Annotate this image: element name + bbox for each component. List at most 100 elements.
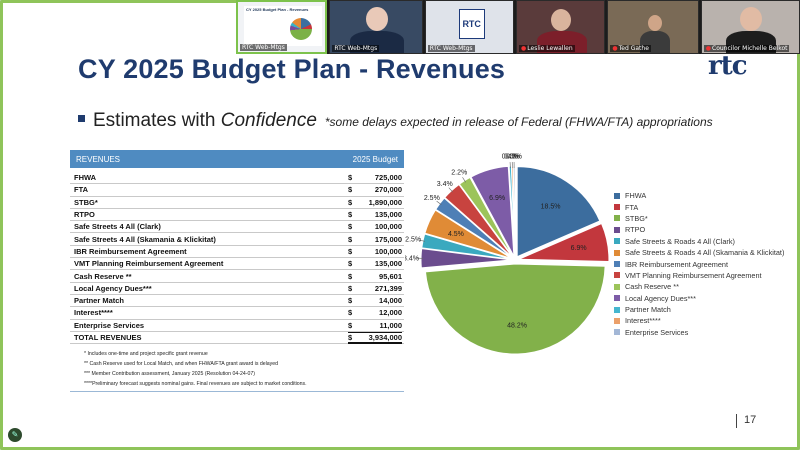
participant-name: RTC Web-Mtgs bbox=[240, 44, 287, 51]
footnote: ****Preliminary forecast suggests nomina… bbox=[84, 381, 307, 388]
pie-data-label: 4.5% bbox=[448, 231, 464, 238]
legend-item: RTPO bbox=[614, 224, 784, 235]
pie-slice bbox=[424, 209, 512, 259]
video-tile-michelle[interactable]: ●Councilor Michelle Belkot bbox=[700, 0, 800, 54]
pie-data-label: 0.4% bbox=[502, 154, 518, 161]
pie-data-label: 2.5% bbox=[424, 195, 440, 202]
legend-label: Enterprise Services bbox=[625, 327, 689, 337]
legend-item: STBG* bbox=[614, 213, 784, 224]
table-row: Enterprise Services $11,000 bbox=[70, 320, 404, 332]
muted-mic-icon: ● bbox=[521, 45, 527, 52]
total-label: TOTAL REVENUES bbox=[74, 333, 142, 342]
video-strip: CY 2025 Budget Plan - Revenues RTC Web-M… bbox=[236, 0, 800, 54]
participant-name: ●Leslie Lewallen bbox=[519, 45, 575, 52]
video-tile-leslie[interactable]: ●Leslie Lewallen bbox=[516, 0, 606, 54]
legend-swatch bbox=[614, 261, 620, 268]
video-tile-ted[interactable]: ●Ted Gathe bbox=[607, 0, 699, 54]
page-number: 17 bbox=[744, 414, 757, 426]
row-currency: $ bbox=[348, 246, 353, 256]
legend-item: Safe Streets & Roads 4 All (Clark) bbox=[614, 236, 784, 247]
legend-swatch bbox=[614, 204, 620, 211]
legend-swatch bbox=[614, 249, 620, 256]
pie-data-label: 18.5% bbox=[541, 203, 561, 210]
person-head-icon bbox=[366, 7, 389, 31]
pie-data-label: 2.2% bbox=[451, 170, 467, 177]
row-currency: $ bbox=[348, 296, 353, 306]
legend-label: Safe Streets & Roads 4 All (Clark) bbox=[625, 236, 735, 246]
row-value: 11,000 bbox=[379, 320, 402, 330]
subtitle-emphasis: Confidence bbox=[220, 110, 317, 131]
pie-slice bbox=[470, 165, 515, 257]
row-value: 95,601 bbox=[379, 271, 402, 281]
legend-item: Safe Streets & Roads 4 All (Skamania & K… bbox=[614, 247, 784, 258]
subtitle-text: Estimates with bbox=[93, 110, 221, 131]
video-tile-logo[interactable]: RTC RTC Web-Mtgs bbox=[424, 0, 515, 54]
table-row: FHWA $725,000 bbox=[70, 172, 404, 185]
row-label: FTA bbox=[74, 185, 89, 195]
mini-pie-icon bbox=[290, 18, 312, 40]
row-currency: $ bbox=[348, 234, 353, 244]
table-row: FTA $270,000 bbox=[70, 184, 404, 197]
table-row: Partner Match $14,000 bbox=[70, 295, 404, 308]
app-corner-icon[interactable]: ✎ bbox=[8, 428, 22, 442]
row-value: 270,000 bbox=[374, 185, 402, 195]
leader-line bbox=[418, 239, 425, 242]
table-row: Interest**** $12,000 bbox=[70, 307, 404, 320]
row-label: Local Agency Dues*** bbox=[74, 283, 152, 293]
bullet-icon bbox=[78, 115, 85, 122]
row-currency: $ bbox=[348, 197, 353, 207]
page-divider bbox=[736, 414, 737, 428]
pie-data-label: 48.2% bbox=[507, 322, 527, 329]
row-value: 135,000 bbox=[374, 210, 402, 220]
person-head-icon bbox=[648, 15, 663, 31]
row-label: Enterprise Services bbox=[74, 320, 145, 330]
legend-label: IBR Reimbursement Agreement bbox=[625, 259, 729, 269]
table-row: Cash Reserve ** $95,601 bbox=[70, 270, 404, 283]
video-tile-shared-screen[interactable]: CY 2025 Budget Plan - Revenues RTC Web-M… bbox=[236, 0, 328, 54]
pie-data-label: 6.9% bbox=[571, 245, 587, 252]
row-value: 135,000 bbox=[374, 259, 402, 269]
row-label: STBG* bbox=[74, 197, 98, 207]
video-tile-speaker[interactable]: RTC Web-Mtgs bbox=[329, 0, 423, 54]
legend-item: FTA bbox=[614, 201, 784, 212]
legend-label: Safe Streets & Roads 4 All (Skamania & K… bbox=[625, 248, 785, 258]
legend-label: Interest**** bbox=[625, 316, 661, 326]
legend-item: VMT Planning Reimbursement Agreement bbox=[614, 270, 784, 281]
rtc-logo-icon: RTC bbox=[458, 9, 485, 39]
row-value: 271,399 bbox=[374, 283, 402, 293]
row-value: 12,000 bbox=[379, 308, 402, 318]
pie-data-label: 3.4% bbox=[437, 181, 453, 188]
legend-item: Cash Reserve ** bbox=[614, 281, 784, 292]
header-budget: 2025 Budget bbox=[352, 154, 398, 164]
footnote: *** Member Contribution assessment, Janu… bbox=[84, 371, 255, 378]
row-label: Safe Streets 4 All (Skamania & Klickitat… bbox=[74, 234, 216, 244]
table-row: Safe Streets 4 All (Skamania & Klickitat… bbox=[70, 233, 404, 246]
participant-name: ●Ted Gathe bbox=[610, 45, 651, 52]
muted-mic-icon: ● bbox=[612, 45, 618, 52]
legend-item: Local Agency Dues*** bbox=[614, 293, 784, 304]
legend-label: Partner Match bbox=[625, 305, 671, 315]
row-label: Safe Streets 4 All (Clark) bbox=[74, 222, 161, 232]
legend-item: Enterprise Services bbox=[614, 327, 784, 338]
legend-label: FTA bbox=[625, 202, 639, 212]
legend-item: Interest**** bbox=[614, 315, 784, 326]
legend-swatch bbox=[614, 272, 620, 279]
pie-data-label: 0.3% bbox=[504, 154, 520, 161]
pie-legend: FHWA FTA STBG* RTPO Safe Streets & Roads 4 A… bbox=[614, 190, 784, 338]
legend-swatch bbox=[614, 215, 620, 222]
legend-swatch bbox=[614, 192, 620, 199]
table-row: VMT Planning Reimbursement Agreement $135… bbox=[70, 258, 404, 271]
pie-data-label: 6.9% bbox=[489, 195, 505, 202]
participant-name: ●Councilor Michelle Belkot bbox=[703, 45, 790, 52]
row-value: 100,000 bbox=[374, 246, 402, 256]
table-row: RTPO $135,000 bbox=[70, 209, 404, 222]
table-rows: FHWA $725,000 FTA $270,000 STBG* $1,890,000 RT… bbox=[70, 172, 404, 345]
table-divider bbox=[70, 391, 404, 393]
legend-swatch bbox=[614, 306, 620, 313]
pie-slice bbox=[516, 166, 601, 258]
legend-label: Cash Reserve ** bbox=[625, 282, 679, 292]
footnote: ** Cash Reserve used for Local Match, an… bbox=[84, 361, 279, 368]
row-label: Cash Reserve ** bbox=[74, 271, 132, 281]
table-row: STBG* $1,890,000 bbox=[70, 197, 404, 209]
row-value: 175,000 bbox=[374, 234, 402, 244]
